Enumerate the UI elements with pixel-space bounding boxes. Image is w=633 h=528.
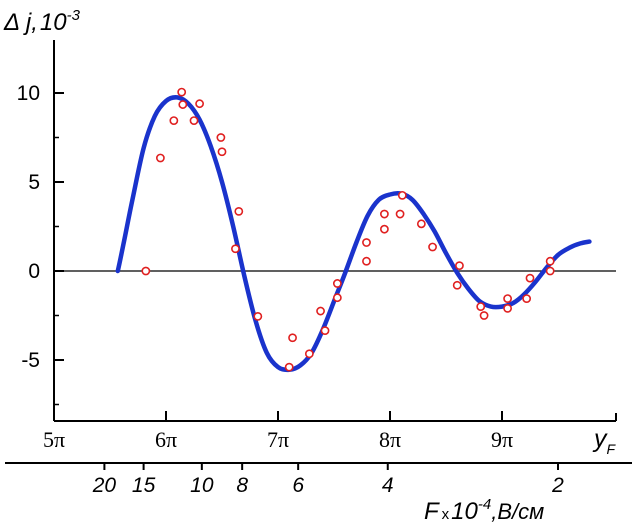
y-tick-label: -5: [21, 349, 40, 372]
data-points-layer: [141, 87, 555, 372]
data-point: [332, 279, 342, 288]
data-point: [304, 349, 314, 359]
secondary-x-tick-label: 8: [236, 474, 248, 497]
data-point: [177, 87, 187, 97]
y-tick-label: 5: [28, 171, 40, 194]
data-point: [284, 362, 294, 372]
x-tick-label: 8π: [379, 427, 401, 452]
secondary-x-tick-label: 4: [382, 474, 394, 497]
data-point: [503, 294, 512, 303]
data-point: [320, 326, 330, 336]
data-point: [169, 116, 179, 125]
data-point: [545, 266, 555, 276]
data-point: [231, 244, 240, 254]
data-point: [362, 238, 371, 247]
data-point: [395, 209, 405, 219]
secondary-x-tick-label: 6: [292, 474, 304, 497]
tick-labels: 10 5 0 -5 5π 6π 7π 8π 9π 20 15 10 8 6 4 2: [17, 82, 565, 497]
secondary-x-tick-label: 20: [92, 474, 117, 497]
data-point: [155, 153, 165, 163]
x-tick-label: 9π: [491, 427, 513, 452]
data-point: [428, 242, 437, 252]
data-point: [452, 280, 462, 290]
data-point: [234, 206, 244, 216]
data-point: [476, 302, 486, 311]
data-point: [379, 224, 389, 234]
data-point: [362, 256, 371, 266]
data-point: [253, 311, 263, 321]
secondary-x-tick-label: 15: [132, 474, 156, 497]
data-point: [141, 266, 151, 276]
data-point: [522, 294, 532, 303]
data-point: [217, 147, 227, 157]
secondary-x-tick-label: 10: [190, 474, 214, 497]
axes: [5, 40, 632, 470]
fit-curve-layer: [115, 95, 592, 373]
data-point: [316, 306, 325, 316]
fit-curve: [115, 95, 592, 373]
data-point: [195, 99, 204, 109]
data-point: [216, 133, 226, 142]
secondary-x-tick-label: 2: [551, 474, 564, 497]
data-point: [189, 116, 199, 125]
y-tick-label: 10: [17, 82, 40, 105]
data-point: [288, 333, 297, 343]
x-axis-title: yF: [592, 425, 617, 457]
y-axis-title: Δ j,10-3: [3, 7, 81, 36]
data-point: [455, 261, 464, 271]
x-tick-label: 7π: [267, 427, 289, 452]
data-point: [397, 190, 407, 200]
data-point: [332, 293, 342, 303]
data-point: [503, 303, 512, 313]
x-tick-label: 5π: [43, 427, 65, 452]
data-point: [416, 219, 426, 229]
y-tick-label: 0: [28, 260, 40, 283]
data-point: [178, 100, 188, 109]
data-point: [379, 209, 389, 219]
data-point: [525, 273, 535, 283]
x-tick-label: 6π: [155, 427, 177, 452]
data-point: [479, 311, 489, 320]
data-point: [545, 256, 555, 266]
